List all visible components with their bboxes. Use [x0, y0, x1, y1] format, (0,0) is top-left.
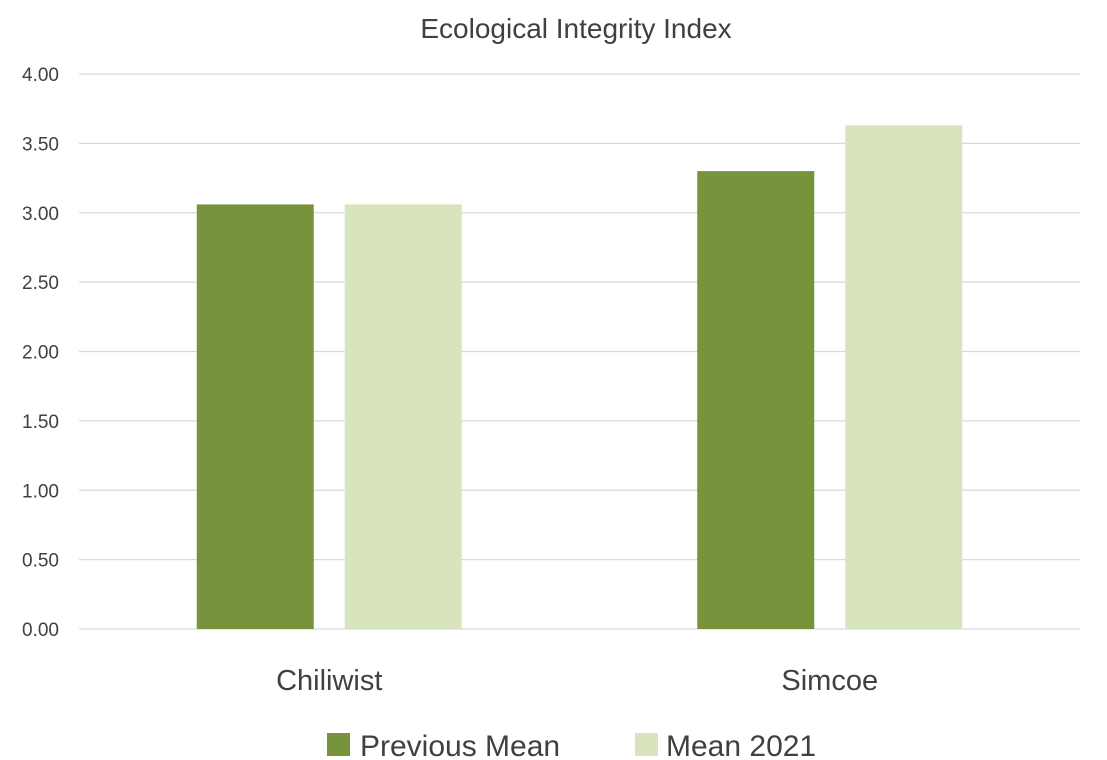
y-tick-label: 0.50 — [22, 551, 59, 572]
x-category-label: Chiliwist — [276, 665, 382, 697]
y-tick-label: 1.00 — [22, 481, 59, 502]
x-category-label: Simcoe — [781, 665, 878, 697]
y-tick-label: 0.00 — [22, 620, 59, 641]
y-tick-label: 1.50 — [22, 412, 59, 433]
y-axis-tick-labels: 0.00 0.50 1.00 1.50 2.00 2.50 3.00 3.50 4.00 — [22, 65, 59, 641]
bars — [196, 125, 963, 630]
y-tick-label: 2.50 — [22, 273, 59, 294]
bar-previous-mean-simcoe — [697, 171, 815, 629]
y-tick-label: 2.00 — [22, 343, 59, 364]
y-tick-label: 4.00 — [22, 65, 59, 86]
y-tick-label: 3.50 — [22, 134, 59, 155]
bar-previous-mean-chiliwist — [196, 204, 314, 630]
bar-mean-2021-simcoe — [845, 125, 963, 630]
legend-label: Mean 2021 — [666, 730, 816, 760]
chart-title: Ecological Integrity Index — [420, 13, 731, 44]
y-tick-label: 3.00 — [22, 204, 59, 225]
bar-mean-2021-chiliwist — [344, 204, 462, 630]
legend-label: Previous Mean — [360, 730, 560, 760]
legend-swatch — [635, 733, 658, 756]
legend: Previous Mean Mean 2021 — [327, 730, 816, 760]
x-axis-category-labels: Chiliwist Simcoe — [276, 665, 878, 697]
legend-swatch — [327, 733, 350, 756]
